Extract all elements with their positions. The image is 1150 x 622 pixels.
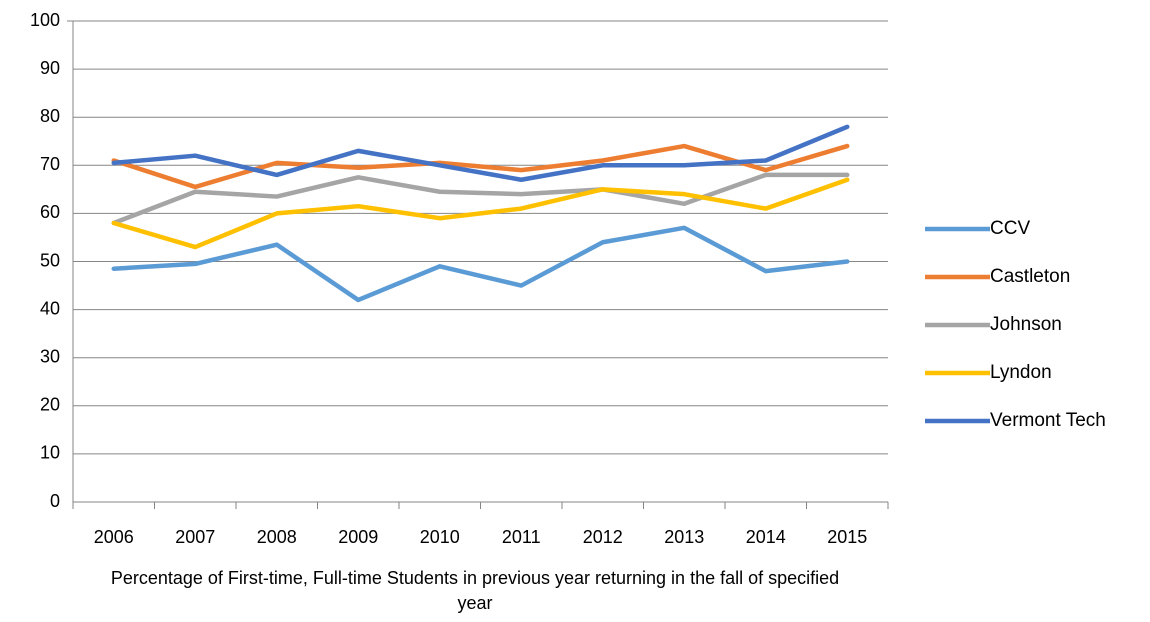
- x-tick-label: 2008: [257, 527, 297, 547]
- y-tick-label: 70: [40, 154, 60, 174]
- legend-label: Lyndon: [990, 362, 1052, 383]
- y-tick-label: 80: [40, 106, 60, 126]
- x-tick-label: 2010: [420, 527, 460, 547]
- x-tick-label: 2013: [664, 527, 704, 547]
- x-tick-label: 2014: [746, 527, 786, 547]
- legend-label: Johnson: [990, 314, 1062, 335]
- y-tick-label: 20: [40, 395, 60, 415]
- x-tick-label: 2009: [338, 527, 378, 547]
- series-line: [111, 225, 850, 303]
- legend-label: CCV: [990, 218, 1030, 239]
- x-axis-title: Percentage of First-time, Full-time Stud…: [110, 568, 840, 613]
- y-tick-label: 10: [40, 443, 60, 463]
- series-line: [111, 172, 850, 226]
- y-tick-label: 30: [40, 346, 60, 366]
- y-tick-label: 60: [40, 202, 60, 222]
- legend-label: Castleton: [990, 266, 1070, 287]
- x-tick-label: 2007: [175, 527, 215, 547]
- y-tick-label: 0: [50, 491, 60, 511]
- series-line: [111, 143, 850, 190]
- series-line: [111, 177, 850, 250]
- x-tick-label: 2006: [94, 527, 134, 547]
- y-tick-label: 50: [40, 250, 60, 270]
- x-tick-label: 2012: [583, 527, 623, 547]
- x-tick-label: 2015: [827, 527, 867, 547]
- y-tick-label: 90: [40, 58, 60, 78]
- x-tick-label: 2011: [502, 527, 541, 547]
- y-tick-label: 40: [40, 298, 60, 318]
- y-tick-label: 100: [30, 10, 60, 30]
- legend-label: Vermont Tech: [990, 410, 1106, 431]
- series-line: [111, 124, 850, 182]
